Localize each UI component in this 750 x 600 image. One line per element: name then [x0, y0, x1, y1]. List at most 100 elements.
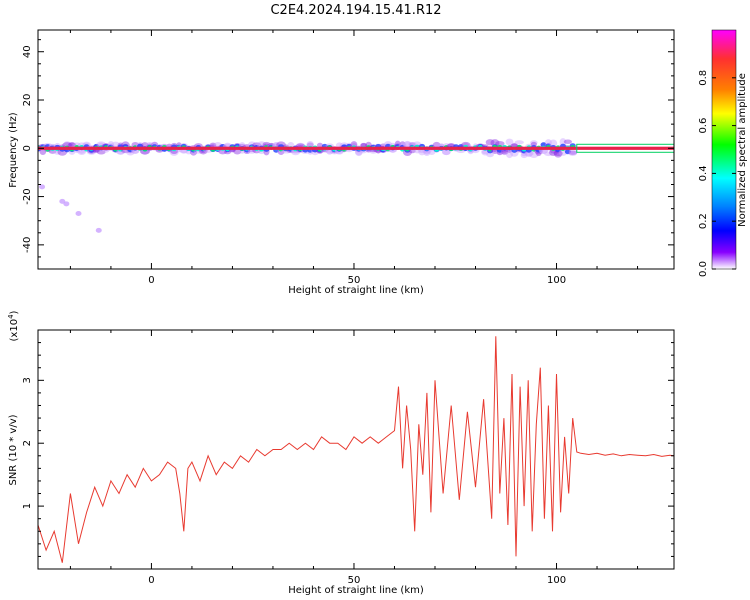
spectral-blue-cell [540, 142, 547, 148]
spectral-halo-cell [316, 142, 323, 148]
spectral-blue-cell [564, 149, 571, 155]
spectral-halo-cell [559, 138, 567, 146]
spectral-peak-band [38, 146, 674, 150]
spectral-halo-cell [505, 138, 514, 146]
snr-y-axis-label: SNR (10 * v/v) [8, 414, 19, 485]
colorbar-label: Normalized spectral amplitude [737, 73, 748, 227]
y-tick-label: 20 [22, 94, 33, 107]
colorbar-tick-label: 0.2 [698, 213, 709, 229]
colorbar-gradient [711, 29, 737, 270]
spectral-halo-cell [233, 148, 242, 155]
spectral-halo-cell [262, 141, 271, 148]
spectral-halo-cell [53, 149, 62, 155]
snr-panel: 0 50 100 123 Height of straight line (km) … [7, 310, 675, 596]
spectral-halo-cell [563, 139, 572, 145]
spectral-halo-cell [96, 149, 106, 155]
spectral-halo-cell [481, 149, 489, 155]
spectral-halo-cell [500, 148, 509, 156]
spectral-halo-cell [514, 140, 524, 145]
spectral-band-outline [576, 143, 674, 153]
spectral-halo-cell [481, 148, 490, 156]
spectral-halo-cell [209, 142, 217, 148]
snr-multiplier-label: (x104) [7, 310, 20, 341]
spectral-halo-cell [490, 139, 500, 147]
snr-x-axis-label: Height of straight line (km) [288, 585, 424, 596]
spectral-halo-cell [140, 149, 150, 155]
x-tick-label: 50 [348, 275, 361, 286]
x-tick-label: 100 [547, 575, 566, 586]
spectral-halo-cell [486, 152, 494, 158]
spectral-halo-cell [529, 150, 539, 158]
spectral-halo-cell [360, 143, 368, 148]
y-tick-label: 40 [22, 45, 33, 58]
spectrogram-panel: 0 50 100 40 20 0 -20 -40 Height of straight li… [8, 29, 675, 296]
spectral-halo-cell [193, 149, 204, 154]
spectral-halo-cell [247, 148, 257, 154]
spectral-halo-cell [68, 142, 76, 147]
colorbar-tick-label: 0.6 [698, 118, 709, 134]
spectral-halo-cell [141, 142, 149, 148]
spectral-halo-cell [39, 149, 47, 155]
spectral-halo-cell [131, 148, 139, 154]
spectral-halo-cell [418, 148, 426, 156]
spectrogram-heatmap [38, 138, 674, 233]
spectral-halo-cell [549, 139, 558, 148]
colorbar-tick-label: 0.0 [698, 261, 709, 277]
spectral-halo-cell [485, 139, 495, 146]
spectrogram-x-axis-label: Height of straight line (km) [288, 285, 424, 296]
spectral-halo-cell [63, 141, 71, 148]
spectral-halo-cell [185, 150, 192, 155]
spectral-outlier-point [63, 201, 70, 207]
snr-frame [37, 329, 675, 570]
colorbar-ticks: 0.0 0.2 0.4 0.6 0.8 [698, 70, 736, 277]
spectral-halo-cell [360, 142, 367, 148]
spectral-halo-cell [48, 148, 57, 154]
y-tick-label: 1 [22, 503, 33, 509]
spectral-halo-cell [403, 140, 412, 149]
spectral-halo-cell [568, 148, 577, 155]
spectrogram-y-ticks: 40 20 0 -20 -40 [22, 39, 674, 270]
chart-title: C2E4.2024.194.15.41.R12 [270, 3, 441, 18]
y-tick-label: 2 [22, 440, 33, 446]
spectral-outlier-point [75, 210, 82, 216]
spectrogram-y-axis-label: Frequency (Hz) [8, 112, 19, 188]
y-tick-label: 0 [22, 145, 33, 151]
spectral-halo-cell [501, 150, 509, 155]
spectral-outlier-point [95, 227, 102, 233]
spectral-halo-cell [116, 149, 126, 155]
spectral-halo-cell [506, 150, 513, 159]
spectral-halo-cell [306, 140, 314, 148]
x-tick-label: 0 [148, 275, 154, 286]
spectral-halo-cell [62, 142, 73, 148]
spectrogram-x-ticks: 0 50 100 [69, 30, 639, 286]
colorbar: 0.0 0.2 0.4 0.6 0.8 Normalized spectral ampl… [698, 29, 748, 277]
x-tick-label: 0 [148, 575, 154, 586]
y-tick-label: 3 [22, 377, 33, 383]
spectral-halo-cell [568, 150, 577, 156]
x-tick-label: 100 [547, 275, 566, 286]
spectrogram-frame [37, 29, 675, 270]
colorbar-tick-label: 0.8 [698, 70, 709, 86]
snr-x-ticks: 0 50 100 [69, 330, 639, 586]
snr-series-line [38, 336, 674, 563]
spectral-halo-cell [568, 150, 578, 156]
colorbar-tick-label: 0.4 [698, 165, 709, 181]
spectral-halo-cell [495, 141, 505, 147]
x-tick-label: 50 [348, 575, 361, 586]
spectral-halo-cell [530, 140, 538, 145]
spectral-halo-cell [553, 149, 563, 158]
spectral-halo-cell [169, 148, 179, 156]
y-tick-label: -20 [22, 188, 33, 204]
spectral-halo-cell [524, 150, 534, 157]
spectral-halo-cell [544, 151, 553, 157]
snr-y-ticks: 1 2 3 [22, 342, 674, 557]
spectral-halo-cell [408, 142, 417, 147]
spectral-halo-cell [553, 150, 563, 157]
spectral-halo-cell [520, 152, 528, 159]
spectral-halo-cell [306, 142, 314, 148]
y-tick-label: -40 [22, 237, 33, 253]
spectral-halo-cell [77, 148, 87, 156]
spectral-outlier-point [39, 184, 46, 190]
spectral-halo-cell [442, 149, 451, 156]
